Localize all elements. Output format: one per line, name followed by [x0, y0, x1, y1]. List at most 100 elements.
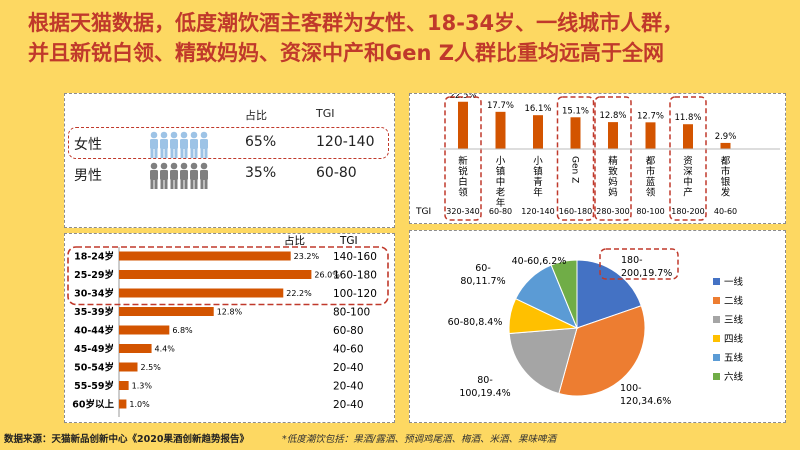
segment-value-label: 2.9%: [715, 132, 737, 142]
segment-category-label: 精致妈妈: [608, 155, 618, 199]
person-torso: [190, 139, 198, 149]
segment-highlight-box: [669, 96, 707, 221]
age-category-label: 25-29岁: [74, 269, 114, 281]
pie-slice-label: 80-100,19.4%: [459, 375, 510, 399]
age-highlight-box: [67, 246, 389, 306]
male-person-icon: [170, 162, 178, 189]
legend-label: 一线: [724, 276, 744, 288]
age-bar: [119, 381, 129, 390]
person-torso: [150, 170, 158, 180]
age-bar: [119, 307, 214, 316]
segment-panel: 22.5% 新锐白领 320-340 17.7% 小镇中老年 60-80 16.1% 小镇青年…: [409, 93, 786, 224]
gender-share-header: 占比: [245, 109, 267, 122]
pie-highlight-box: [599, 248, 679, 280]
segment-bar: [533, 115, 543, 149]
age-bar: [119, 251, 291, 261]
age-value-label: 23.2%: [294, 252, 320, 261]
segment-category-label: 都市蓝领: [646, 156, 656, 199]
age-category-label: 45-49岁: [74, 343, 114, 355]
segment-tgi-value: 180-200: [671, 207, 704, 216]
person-head: [180, 162, 188, 170]
age-tgi-value: 20-40: [333, 399, 364, 411]
person-leg: [154, 179, 158, 189]
pie-slice-label: 60-80,8.4%: [448, 317, 503, 328]
segment-value-label: 15.1%: [562, 106, 589, 116]
segment-highlight-box: [444, 96, 482, 221]
person-leg: [160, 179, 164, 189]
segment-bar: [458, 101, 468, 149]
person-head: [200, 162, 208, 170]
person-leg: [170, 148, 174, 158]
segment-bar: [570, 117, 581, 149]
segment-category-label: 小镇青年: [533, 156, 543, 199]
female-label: 女性: [74, 137, 102, 153]
age-share-header: 占比: [284, 234, 305, 247]
segment-bar: [495, 111, 506, 149]
age-value-label: 1.0%: [129, 400, 150, 409]
age-tgi-header: TGI: [339, 235, 358, 247]
male-tgi: 60-80: [316, 165, 357, 181]
person-torso: [170, 170, 178, 180]
male-person-icon: [200, 162, 208, 189]
male-person-icon: [150, 162, 158, 189]
age-bar: [119, 288, 284, 298]
person-leg: [174, 148, 178, 158]
person-leg: [204, 179, 208, 189]
segment-tgi-value: 160-180: [559, 207, 592, 216]
age-tgi-value: 140-160: [333, 251, 377, 263]
pie-slice-label: 60-80,11.7%: [460, 263, 505, 287]
person-torso: [200, 139, 208, 149]
person-leg: [190, 148, 194, 158]
segment-highlight-box: [594, 96, 632, 221]
age-tgi-value: 100-120: [333, 288, 377, 300]
segment-category-label: Gen Z: [570, 156, 580, 183]
person-leg: [204, 148, 208, 158]
segment-category-label: 都市银发: [721, 156, 731, 199]
legend-swatch: [713, 354, 720, 361]
age-panel: 占比 TGI 18-24岁 23.2% 140-160 25-29岁 26.0% 160-18…: [64, 233, 395, 423]
segment-tgi-value: 40-60: [714, 207, 737, 216]
age-value-label: 6.8%: [172, 326, 193, 335]
person-torso: [180, 170, 188, 180]
person-leg: [184, 179, 188, 189]
segment-bar: [645, 122, 656, 149]
segment-tgi-value: 120-140: [521, 207, 554, 216]
legend-label: 五线: [724, 352, 744, 364]
person-torso: [160, 170, 168, 180]
person-torso: [160, 139, 168, 149]
city-tier-panel: 180-200,19.7% 100-120,34.6% 80-100,19.4% 60…: [409, 230, 786, 423]
legend-label: 三线: [724, 314, 744, 326]
pie-slice: [508, 327, 578, 395]
person-torso: [180, 139, 188, 149]
age-value-label: 26.0%: [314, 271, 340, 280]
gender-tgi-header: TGI: [316, 107, 335, 120]
age-bar: [119, 325, 170, 335]
age-bar-chart: 占比 TGI 18-24岁 23.2% 140-160 25-29岁 26.0%160-18…: [67, 234, 389, 417]
female-person-icons: [149, 131, 209, 163]
person-leg: [164, 148, 168, 158]
female-person-icon: [150, 131, 158, 158]
segment-category-label: 新锐白领: [458, 155, 468, 199]
pie-slice: [558, 305, 646, 397]
legend-label: 二线: [724, 295, 744, 307]
pie-slice-label: 100-120,34.6%: [620, 383, 671, 407]
person-leg: [184, 148, 188, 158]
pie-slice: [550, 259, 578, 329]
segment-highlight-box: [556, 96, 595, 221]
age-tgi-value: 80-100: [333, 307, 370, 319]
person-leg: [180, 179, 184, 189]
person-leg: [154, 148, 158, 158]
age-bar: [119, 270, 312, 279]
segment-category-label: 资深中产: [683, 156, 693, 199]
age-tgi-value: 20-40: [333, 381, 364, 393]
person-leg: [194, 179, 198, 189]
age-category-label: 18-24岁: [74, 251, 114, 263]
female-person-icon: [180, 131, 188, 158]
segment-bar: [683, 124, 693, 149]
person-torso: [200, 170, 208, 180]
legend-swatch: [713, 316, 720, 323]
age-tgi-value: 20-40: [333, 362, 364, 374]
person-leg: [200, 179, 204, 189]
male-person-icons: [149, 162, 209, 194]
age-category-label: 30-34岁: [74, 288, 114, 300]
